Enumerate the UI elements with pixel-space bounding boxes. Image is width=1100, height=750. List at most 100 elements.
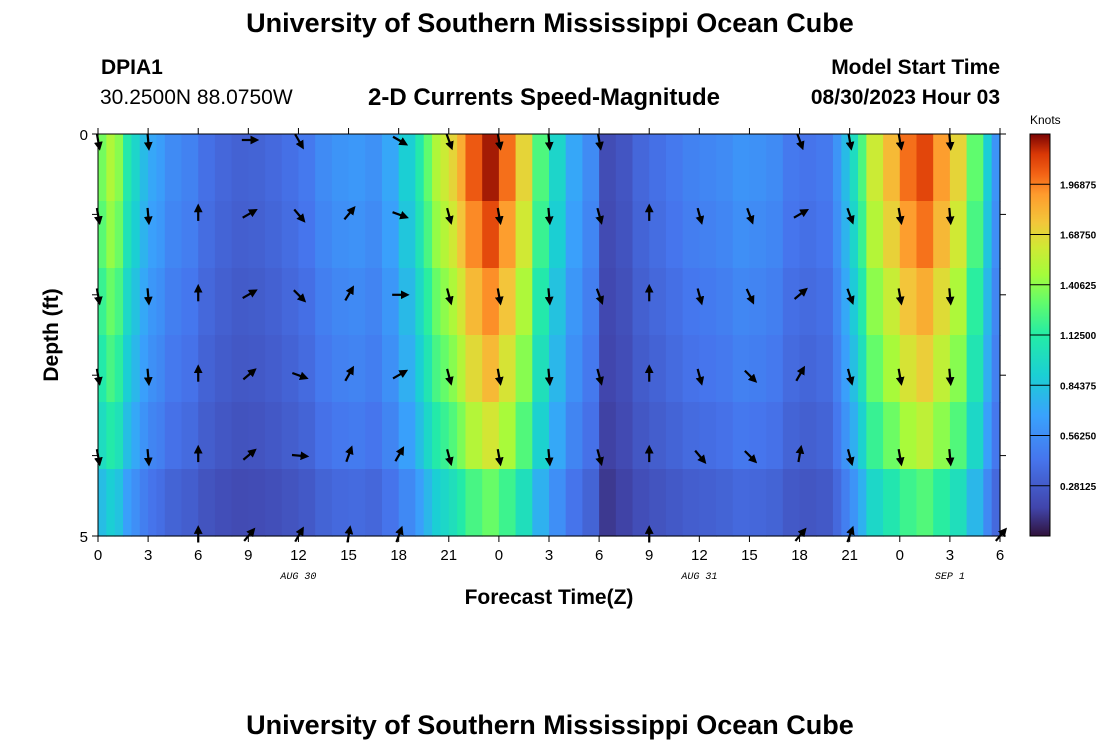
heatmap-cell (198, 402, 216, 470)
heatmap-cell (916, 201, 934, 269)
current-arrow (595, 133, 604, 151)
heatmap-cell (832, 268, 842, 336)
heatmap-cell (983, 402, 993, 470)
heatmap-cell (498, 268, 517, 336)
heatmap-cell (816, 134, 834, 202)
current-arrow (793, 208, 809, 219)
current-arrow (143, 368, 153, 387)
heatmap-cell (348, 134, 366, 202)
heatmap-cell (799, 335, 817, 403)
heatmap-cell (498, 402, 517, 470)
heatmap-cell (198, 469, 216, 537)
current-arrow (494, 288, 504, 306)
heatmap-cell (599, 335, 617, 403)
colorbar-tick-label: 1.68750 (1060, 231, 1097, 242)
heatmap-cell (816, 201, 834, 269)
heatmap-cell (457, 469, 467, 537)
heatmap-cell (899, 402, 918, 470)
heatmap-cell (482, 201, 500, 269)
heatmap-cell (649, 134, 667, 202)
heatmap-cell (816, 469, 834, 537)
heatmap-cell (348, 469, 366, 537)
heatmap-cell (265, 402, 283, 470)
heatmap-cell (615, 335, 634, 403)
heatmap-cell (832, 134, 842, 202)
model-start-label: Model Start Time (831, 56, 1000, 79)
heatmap-cell (966, 201, 984, 269)
heatmap-cell (933, 335, 951, 403)
heatmap-cell (248, 335, 266, 403)
heatmap-cell (148, 469, 158, 537)
heatmap-cell (114, 201, 124, 269)
heatmap-cell (916, 402, 934, 470)
heatmap-cell (139, 268, 149, 336)
heatmap-cell (766, 402, 784, 470)
heatmap-cell (465, 134, 483, 202)
current-arrow (845, 449, 855, 467)
x-tick-label: 21 (440, 547, 457, 564)
x-tick-label: 6 (194, 547, 202, 564)
x-tick-label: 0 (896, 547, 904, 564)
heatmap-cell (457, 268, 467, 336)
current-arrow (143, 207, 153, 226)
heatmap-cell (148, 335, 158, 403)
x-tick-label: 0 (94, 547, 102, 564)
heatmap-cell (315, 402, 333, 470)
heatmap-cell (858, 469, 867, 537)
heatmap-cell (582, 469, 600, 537)
heatmap-cell (991, 201, 1001, 269)
heatmap-cell (298, 268, 316, 336)
heatmap-cell (649, 268, 667, 336)
heatmap-cell (866, 335, 884, 403)
heatmap-cell (899, 201, 918, 269)
x-tick-label: 15 (741, 547, 758, 564)
heatmap-cell (148, 134, 158, 202)
heatmap-cell (231, 469, 249, 537)
heatmap-cell (381, 268, 400, 336)
current-arrow (242, 368, 257, 381)
current-arrow (945, 207, 955, 226)
current-arrow (694, 449, 707, 464)
current-arrow (945, 288, 955, 306)
heatmap-cell (298, 134, 316, 202)
heatmap-cell (123, 469, 133, 537)
heatmap-cell (156, 402, 166, 470)
heatmap-cell (749, 469, 767, 537)
heatmap-cell (423, 402, 433, 470)
heatmap-cell (440, 469, 450, 537)
heatmap-cell (131, 402, 141, 470)
heatmap-cell (782, 134, 801, 202)
heatmap-cell (457, 134, 467, 202)
heatmap-cell (432, 335, 442, 403)
heatmap-cell (816, 268, 834, 336)
heatmap-cell (849, 402, 859, 470)
heatmap-cell (156, 134, 166, 202)
heatmap-cell (916, 268, 934, 336)
heatmap-cell (949, 134, 968, 202)
current-arrow (746, 207, 755, 225)
heatmap-cell (582, 402, 600, 470)
x-tick-label: 21 (841, 547, 858, 564)
heatmap-cell (665, 134, 684, 202)
heatmap-cell (549, 335, 567, 403)
x-tick-label: 12 (691, 547, 708, 564)
heatmap-cell (632, 268, 650, 336)
heatmap-cell (532, 201, 550, 269)
heatmap-cell (816, 335, 834, 403)
current-arrow (494, 207, 504, 226)
heatmap-cell (916, 335, 934, 403)
current-arrow (945, 133, 955, 151)
heatmap-cell (415, 402, 425, 470)
y-axis-label: Depth (ft) (40, 288, 63, 381)
heatmap-cell (782, 335, 801, 403)
heatmap-cell (532, 402, 550, 470)
heatmap-cell (515, 402, 533, 470)
heatmap-cell (799, 201, 817, 269)
heatmap-cell (749, 268, 767, 336)
heatmap-cell (181, 201, 199, 269)
x-tick-label: 3 (545, 547, 553, 564)
heatmap-cell (98, 134, 107, 202)
current-arrow (544, 288, 554, 306)
heatmap-cell (665, 335, 684, 403)
heatmap-cell (106, 201, 116, 269)
